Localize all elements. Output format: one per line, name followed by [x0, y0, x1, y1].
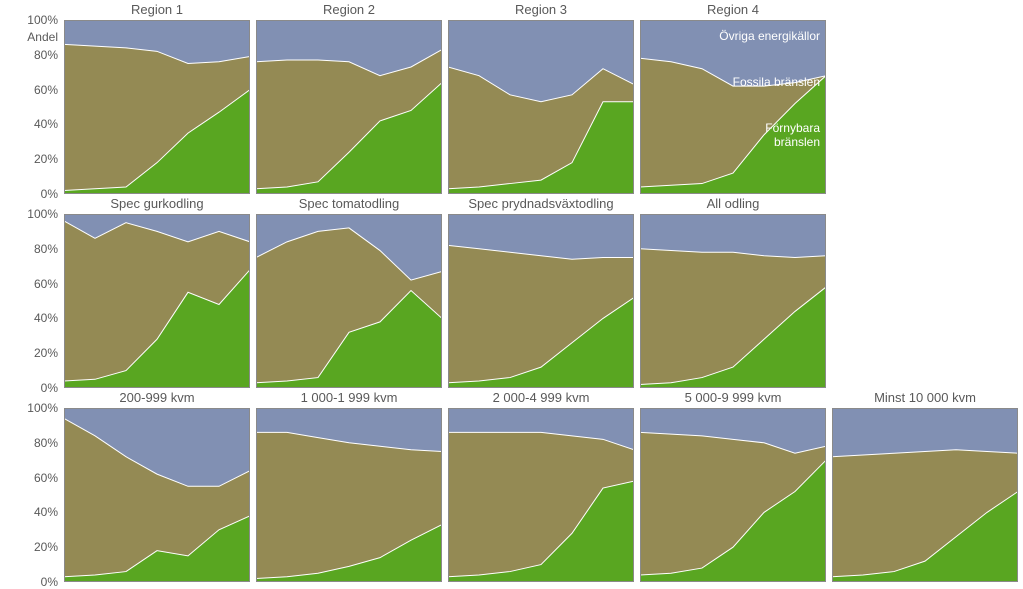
y-tick-label: 80% — [34, 436, 58, 450]
chart-panel: 200-999 kvm — [64, 388, 250, 582]
panel-title: Region 2 — [256, 0, 442, 20]
stacked-area-chart — [448, 214, 634, 388]
stacked-area-chart — [64, 214, 250, 388]
panel-title: Minst 10 000 kvm — [832, 388, 1018, 408]
y-tick-label: 20% — [34, 152, 58, 166]
chart-row: 0%20%40%60%80%100%AndelRegion 1Region 2R… — [0, 0, 1023, 194]
panel-title: 5 000-9 999 kvm — [640, 388, 826, 408]
y-tick-label: 20% — [34, 540, 58, 554]
chart-panel: Spec gurkodling — [64, 194, 250, 388]
chart-panel: Region 4Övriga energikällorFossila bräns… — [640, 0, 826, 194]
y-tick-label: 100% — [27, 207, 58, 221]
stacked-area-chart — [640, 20, 826, 194]
y-tick-label: 60% — [34, 277, 58, 291]
stacked-area-chart — [64, 20, 250, 194]
panel-title: Region 4 — [640, 0, 826, 20]
stacked-area-chart — [64, 408, 250, 582]
chart-panel: All odling — [640, 194, 826, 388]
stacked-area-chart — [640, 214, 826, 388]
chart-panel: 1 000-1 999 kvm — [256, 388, 442, 582]
stacked-area-chart — [256, 214, 442, 388]
panel-title: Region 1 — [64, 0, 250, 20]
y-tick-label: 40% — [34, 311, 58, 325]
panel-title: 2 000-4 999 kvm — [448, 388, 634, 408]
chart-panel: Region 3 — [448, 0, 634, 194]
chart-panel: 2 000-4 999 kvm — [448, 388, 634, 582]
stacked-area-chart — [256, 408, 442, 582]
chart-panel: 5 000-9 999 kvm — [640, 388, 826, 582]
y-tick-label: 20% — [34, 346, 58, 360]
panel-title: Spec prydnadsväxtodling — [448, 194, 634, 214]
chart-panel: Region 1 — [64, 0, 250, 194]
y-axis-unit-label: Andel — [27, 30, 58, 44]
panel-title: 200-999 kvm — [64, 388, 250, 408]
stacked-area-chart — [256, 20, 442, 194]
panel-title: Region 3 — [448, 0, 634, 20]
y-tick-label: 100% — [27, 13, 58, 27]
panel-title: Spec tomatodling — [256, 194, 442, 214]
panel-title: 1 000-1 999 kvm — [256, 388, 442, 408]
panel-title: All odling — [640, 194, 826, 214]
chart-row: 0%20%40%60%80%100%Spec gurkodlingSpec to… — [0, 194, 1023, 388]
stacked-area-chart — [448, 408, 634, 582]
y-tick-label: 80% — [34, 242, 58, 256]
chart-panel: Spec prydnadsväxtodling — [448, 194, 634, 388]
y-tick-label: 40% — [34, 505, 58, 519]
y-tick-label: 80% — [34, 48, 58, 62]
y-tick-label: 100% — [27, 401, 58, 415]
stacked-area-chart — [832, 408, 1018, 582]
y-tick-label: 0% — [41, 575, 58, 589]
y-tick-label: 60% — [34, 471, 58, 485]
panel-title: Spec gurkodling — [64, 194, 250, 214]
chart-panel: Spec tomatodling — [256, 194, 442, 388]
chart-panel: Region 2 — [256, 0, 442, 194]
chart-row: 0%20%40%60%80%100%200-999 kvm1 000-1 999… — [0, 388, 1023, 582]
stacked-area-chart — [448, 20, 634, 194]
chart-panel: Minst 10 000 kvm — [832, 388, 1018, 582]
y-tick-label: 60% — [34, 83, 58, 97]
stacked-area-chart — [640, 408, 826, 582]
y-tick-label: 40% — [34, 117, 58, 131]
